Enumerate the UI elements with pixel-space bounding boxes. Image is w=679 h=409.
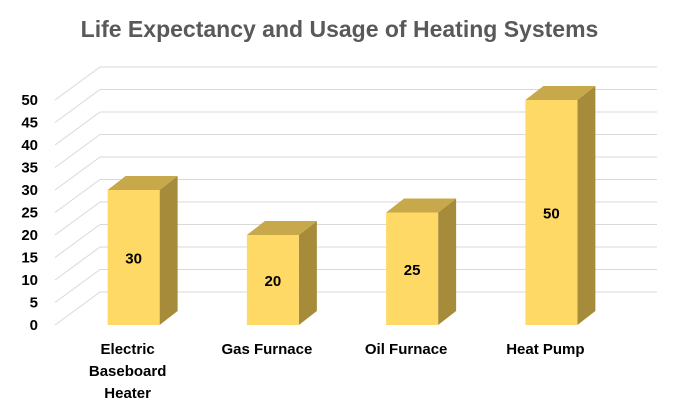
gridline-diagonal	[54, 179, 101, 213]
bar-1	[246, 221, 317, 325]
bar-side	[159, 176, 178, 325]
y-tick-label: 35	[21, 160, 38, 177]
chart-title: Life Expectancy and Usage of Heating Sys…	[80, 16, 599, 42]
x-tick-label: Oil Furnace	[365, 341, 448, 358]
bar-top	[107, 176, 178, 190]
y-tick-label: 40	[21, 137, 38, 154]
y-tick-label: 0	[30, 317, 38, 334]
bar	[386, 212, 439, 325]
bar-0	[107, 176, 178, 325]
bar-side	[438, 198, 457, 325]
gridline-diagonal	[54, 224, 101, 258]
bar	[107, 190, 160, 325]
x-tick-label: Heat Pump	[506, 341, 584, 358]
x-axis: Electric Baseboard Heater Gas Furnace Oil Fu…	[89, 341, 585, 402]
bar-2	[386, 198, 457, 325]
bar	[525, 100, 578, 325]
y-tick-label: 45	[21, 115, 38, 132]
y-tick-label: 15	[21, 250, 38, 267]
bar-top	[246, 221, 317, 235]
gridline-diagonal	[54, 156, 101, 191]
gridline-diagonal	[54, 134, 101, 168]
x-tick-label-line: Heater	[104, 385, 151, 402]
y-tick-label: 25	[21, 205, 38, 222]
x-tick-label: Gas Furnace	[221, 341, 312, 358]
y-tick-label: 30	[21, 182, 38, 199]
gridline-diagonal	[54, 291, 101, 326]
gridline-diagonal	[54, 201, 101, 236]
x-tick-label-line: Gas Furnace	[221, 341, 312, 358]
bar-top	[525, 86, 596, 100]
x-tick-label-line: Heat Pump	[506, 341, 584, 358]
bar-3	[525, 86, 596, 325]
bar-side	[298, 221, 317, 325]
gridline-diagonal	[54, 89, 101, 123]
gridline-diagonal	[54, 246, 101, 281]
bar-top	[386, 198, 457, 213]
x-tick-label-line: Electric	[101, 341, 155, 358]
y-axis: 0 5 10 15 20 25 30 35 40 45 50	[21, 92, 38, 334]
bar	[246, 235, 299, 325]
data-label: 50	[543, 206, 560, 223]
data-label: 25	[404, 262, 421, 279]
gridline-diagonal	[54, 111, 101, 146]
gridline-diagonal	[54, 66, 101, 101]
bar-side	[577, 86, 596, 325]
x-tick-label-line: Baseboard	[89, 363, 167, 380]
y-tick-label: 20	[21, 227, 38, 244]
x-tick-label: Electric Baseboard Heater	[89, 341, 167, 402]
bars: 30 20 25 50	[107, 86, 596, 325]
x-tick-label-line: Oil Furnace	[365, 341, 448, 358]
y-tick-label: 50	[21, 92, 38, 109]
data-label: 30	[125, 251, 142, 268]
gridline-diagonal	[54, 269, 101, 303]
y-tick-label: 5	[30, 295, 38, 312]
y-tick-label: 10	[21, 272, 38, 289]
data-label: 20	[265, 273, 282, 290]
